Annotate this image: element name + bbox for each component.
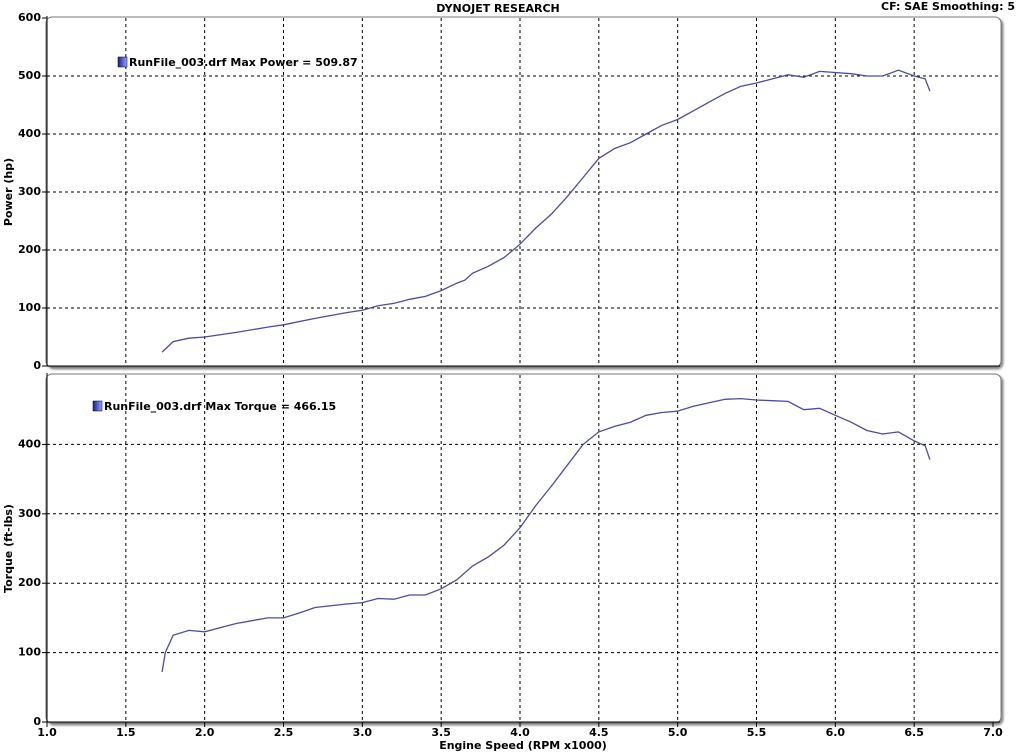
x-tick-label: 6.0	[826, 726, 846, 739]
x-tick-label: 5.5	[747, 726, 767, 739]
y-tick-label: 300	[18, 507, 41, 520]
y-axis-label: Power (hp)	[2, 158, 15, 226]
legend-label: Max Power = 509.87	[230, 56, 357, 69]
y-tick-label: 0	[33, 715, 41, 728]
x-tick-label: 1.0	[37, 726, 57, 739]
x-tick-label: 2.5	[274, 726, 294, 739]
panel	[45, 373, 1002, 724]
y-tick-label: 600	[18, 11, 41, 24]
x-tick-label: 6.5	[904, 726, 924, 739]
legend-icon	[92, 400, 103, 412]
y-tick-label: 400	[18, 437, 41, 450]
y-tick-label: 100	[18, 301, 41, 314]
x-tick-label: 4.5	[589, 726, 609, 739]
legend-name: RunFile_003.drf	[129, 56, 227, 69]
x-tick-label: 1.5	[116, 726, 136, 739]
x-tick-label: 4.0	[510, 726, 530, 739]
legend-icon	[117, 56, 128, 68]
x-tick-label: 5.0	[668, 726, 688, 739]
legend-label: Max Torque = 466.15	[205, 400, 336, 413]
x-tick-label: 3.5	[431, 726, 451, 739]
legend-entry: RunFile_003.drf Max Power = 509.87	[129, 56, 358, 69]
y-tick-label: 0	[33, 359, 41, 372]
x-tick-label: 3.0	[353, 726, 373, 739]
x-tick-label: 2.0	[195, 726, 215, 739]
x-tick-label: 7.0	[983, 726, 1003, 739]
y-axis-label: Torque (ft-lbs)	[2, 504, 15, 593]
y-tick-label: 100	[18, 646, 41, 659]
series-line	[161, 397, 931, 673]
annotation: CF: SAE Smoothing: 5	[881, 0, 1015, 13]
y-tick-label: 400	[18, 127, 41, 140]
x-axis-label: Engine Speed (RPM x1000)	[439, 739, 607, 752]
legend-name: RunFile_003.drf	[104, 400, 202, 413]
y-tick-label: 300	[18, 185, 41, 198]
legend-entry: RunFile_003.drf Max Torque = 466.15	[104, 400, 336, 413]
y-tick-label: 200	[18, 243, 41, 256]
y-tick-label: 500	[18, 69, 41, 82]
series-line	[161, 69, 931, 353]
chart-title: DYNOJET RESEARCH	[436, 2, 559, 15]
y-tick-label: 200	[18, 576, 41, 589]
